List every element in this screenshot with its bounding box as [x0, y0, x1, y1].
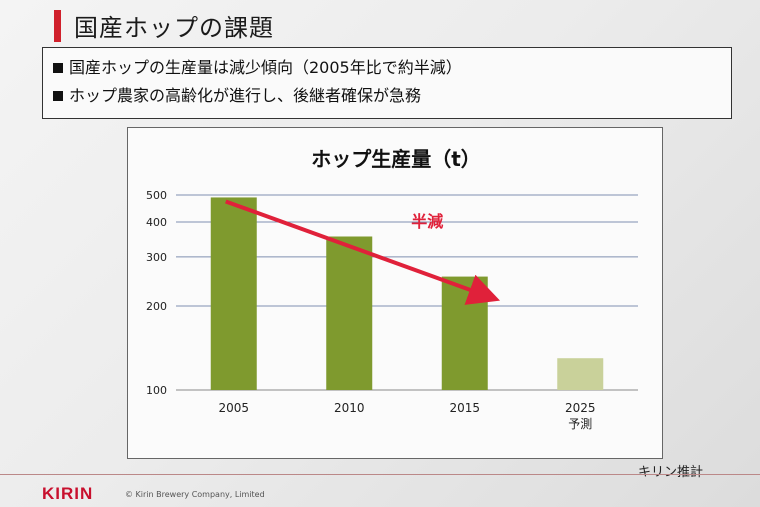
bar-2025 [557, 358, 604, 390]
chart-title: ホップ生産量（t） [311, 147, 481, 171]
x-tick-label: 2010 [334, 401, 365, 415]
bullet-text: ホップ農家の高齢化が進行し、後継者確保が急務 [69, 86, 422, 105]
kirin-logo: KIRIN [42, 484, 94, 503]
square-bullet-icon [53, 63, 63, 73]
bar-2005 [210, 197, 257, 390]
y-tick-label: 500 [146, 189, 167, 202]
chart-frame: ホップ生産量（t） 100 200 300 400 500 2005 2010 2015 2025… [127, 127, 663, 459]
decline-arrow [225, 199, 501, 305]
bar-2010 [326, 236, 373, 390]
annotation-label: 半減 [411, 212, 443, 231]
slide-title: 国産ホップの課題 [74, 14, 274, 42]
x-tick-label: 2025 [565, 401, 596, 415]
footer-divider [0, 474, 760, 475]
x-tick-sublabel: 予測 [568, 417, 592, 431]
source-note: キリン推計 [638, 465, 704, 480]
y-tick-label: 200 [146, 300, 167, 313]
bullet-item: ホップ農家の高齢化が進行し、後継者確保が急務 [53, 82, 721, 110]
square-bullet-icon [53, 91, 63, 101]
bullet-text: 国産ホップの生産量は減少傾向（2005年比で約半減） [69, 58, 462, 77]
y-tick-label: 400 [146, 216, 167, 229]
hop-production-chart: ホップ生産量（t） 100 200 300 400 500 2005 2010 2015 2025… [146, 147, 638, 431]
x-tick-label: 2015 [449, 401, 480, 415]
bullet-item: 国産ホップの生産量は減少傾向（2005年比で約半減） [53, 54, 721, 82]
copyright-text: © Kirin Brewery Company, Limited [125, 490, 265, 499]
y-tick-label: 100 [146, 384, 167, 397]
bullet-box: 国産ホップの生産量は減少傾向（2005年比で約半減） ホップ農家の高齢化が進行し… [42, 47, 732, 119]
y-tick-label: 300 [146, 251, 167, 264]
title-accent-bar [54, 10, 61, 42]
x-tick-label: 2005 [218, 401, 249, 415]
